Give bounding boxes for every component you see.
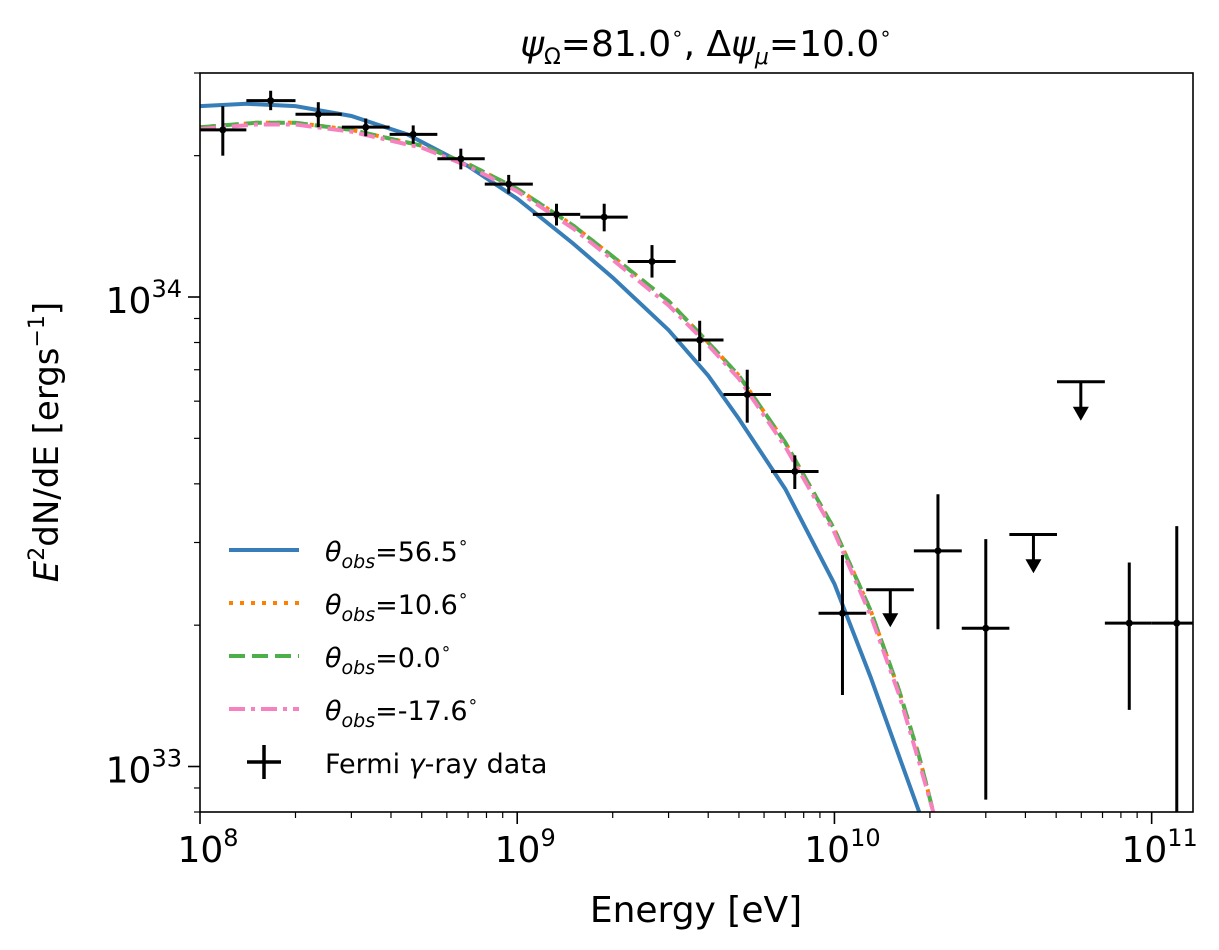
upper-limit bbox=[1009, 532, 1057, 574]
data-marker bbox=[838, 609, 846, 617]
data-point bbox=[723, 369, 772, 423]
data-marker bbox=[362, 123, 370, 131]
data-marker bbox=[982, 624, 990, 632]
x-tick-label-1e11: 1011 bbox=[1121, 824, 1197, 871]
x-tick-labels: 108 109 1010 1011 bbox=[177, 824, 1197, 871]
data-marker bbox=[314, 110, 322, 118]
x-tick-label-1e9: 109 bbox=[495, 824, 556, 871]
data-point bbox=[389, 125, 438, 144]
y-tick-labels: 1033 1034 bbox=[106, 275, 182, 791]
data-point bbox=[437, 148, 485, 170]
legend-label-theta-10-6: θobs=10.6∘ bbox=[325, 586, 469, 626]
minor-ticks bbox=[194, 72, 1138, 818]
upper-limit bbox=[1056, 380, 1105, 421]
upper-limit-arrow bbox=[1025, 559, 1042, 574]
data-marker bbox=[219, 126, 227, 134]
y-axis-label: E2dN/dE [ergs−1] bbox=[25, 302, 67, 582]
data-point bbox=[961, 539, 1010, 800]
legend-label-theta-56-5: θobs=56.5∘ bbox=[325, 533, 469, 573]
y-tick-label-1e34: 1034 bbox=[106, 275, 182, 322]
data-point bbox=[200, 106, 247, 156]
data-marker bbox=[696, 336, 704, 344]
legend-label-theta-0-0: θobs=0.0∘ bbox=[325, 639, 451, 679]
data-marker bbox=[791, 467, 799, 475]
data-marker bbox=[1125, 619, 1133, 627]
data-marker bbox=[648, 258, 656, 266]
legend-label-theta-neg-17-6: θobs=-17.6∘ bbox=[325, 692, 478, 732]
upper-limit-arrow bbox=[1072, 406, 1089, 421]
legend: θobs=56.5∘ θobs=10.6∘ θobs=0.0∘ θobs=-17… bbox=[229, 533, 547, 780]
data-marker bbox=[743, 390, 751, 398]
data-point bbox=[1151, 526, 1193, 812]
data-marker bbox=[409, 130, 417, 138]
upper-limit-arrow bbox=[882, 613, 899, 628]
series-line-theta-56-5 bbox=[200, 101, 922, 812]
data-marker bbox=[267, 97, 275, 105]
x-tick-label-1e10: 1010 bbox=[804, 824, 880, 871]
data-point bbox=[532, 203, 581, 226]
data-point bbox=[627, 245, 676, 278]
chart-title: ψΩ=81.0∘, Δψμ=10.0∘ bbox=[520, 21, 892, 70]
legend-swatch-fermi-data bbox=[247, 745, 281, 779]
data-marker bbox=[1173, 619, 1181, 627]
data-point bbox=[295, 102, 342, 128]
data-point bbox=[484, 174, 533, 194]
data-marker bbox=[600, 213, 608, 221]
data-marker bbox=[505, 180, 513, 188]
data-point bbox=[913, 494, 962, 630]
x-axis-label: Energy [eV] bbox=[590, 890, 802, 931]
y-tick-label-1e33: 1033 bbox=[106, 745, 182, 792]
legend-label-fermi-data: Fermi γ-ray data bbox=[325, 749, 547, 780]
series-line-theta-neg-17-6 bbox=[200, 122, 936, 812]
x-tick-label-1e8: 108 bbox=[177, 824, 238, 871]
data-marker bbox=[934, 547, 942, 555]
data-point bbox=[246, 90, 296, 111]
data-point bbox=[675, 320, 724, 362]
upper-limit bbox=[866, 588, 914, 628]
data-marker bbox=[457, 155, 465, 163]
major-ticks bbox=[188, 296, 1153, 824]
data-marker bbox=[553, 210, 561, 218]
plot-frame bbox=[199, 72, 1194, 813]
data-point bbox=[580, 203, 628, 232]
data-point bbox=[818, 555, 867, 696]
data-point bbox=[771, 455, 819, 489]
data-point bbox=[341, 118, 390, 137]
data-point bbox=[1104, 562, 1152, 710]
fermi-data-points bbox=[200, 90, 1193, 812]
